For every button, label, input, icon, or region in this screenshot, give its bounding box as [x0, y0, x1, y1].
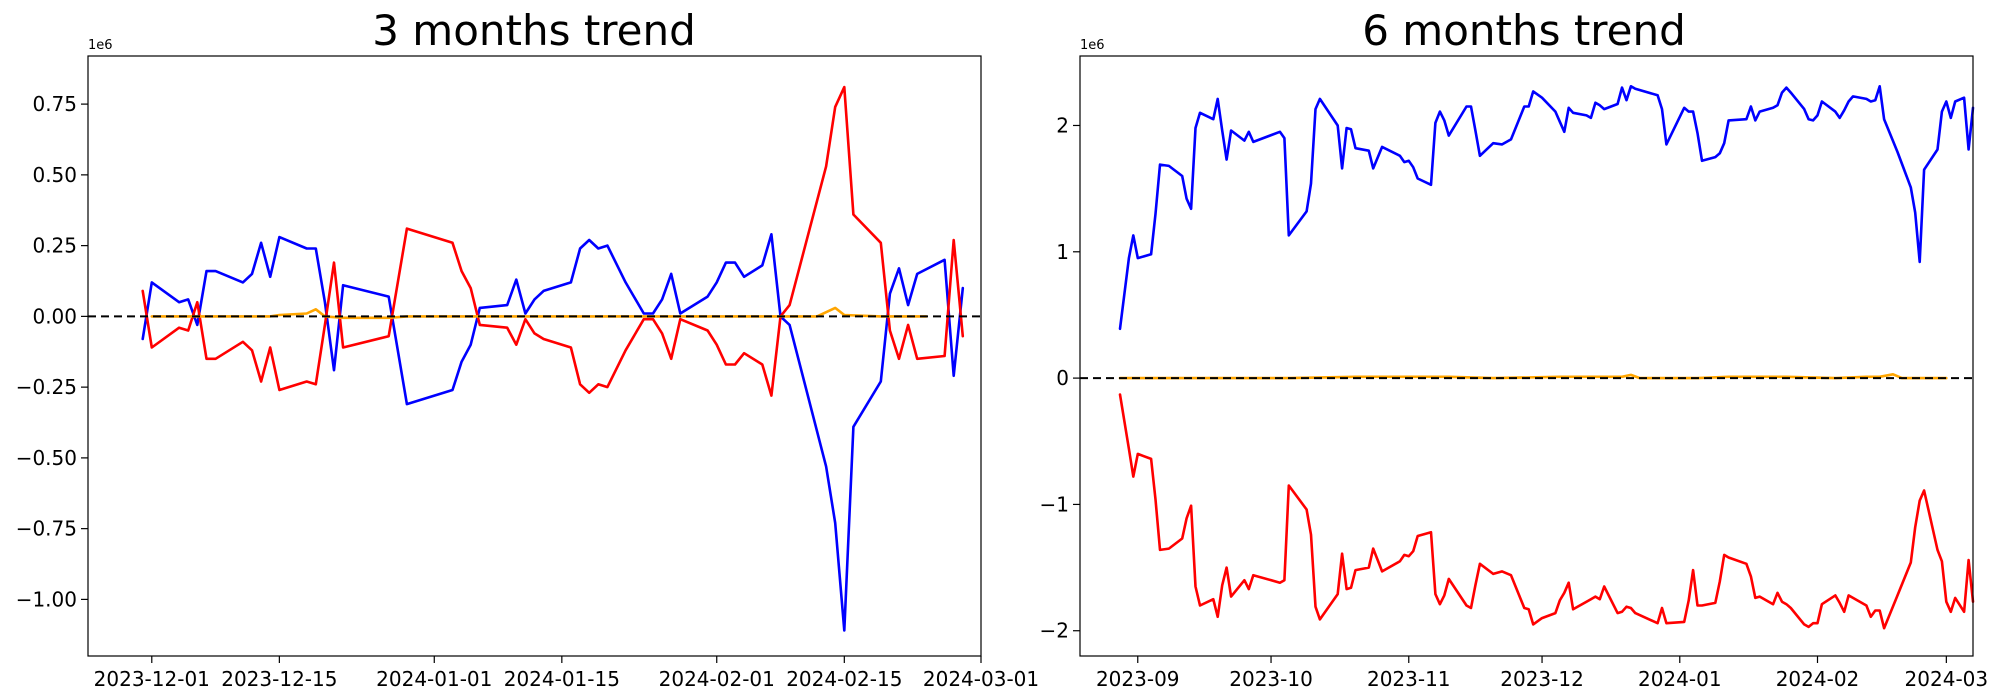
- x-tick-label: 2023-12: [1500, 667, 1584, 691]
- y-tick-label: 1: [1056, 240, 1069, 264]
- series-layer: [88, 85, 981, 632]
- series-line-1: [141, 85, 965, 397]
- x-tick-label: 2024-02-15: [786, 667, 902, 691]
- series-line-1: [1118, 393, 1975, 630]
- panel-3-months: 3 months trend 1e6 0.75 0.50 0.25 0.00 −0.25…: [16, 6, 1039, 691]
- x-tick-label: 2024-03: [1905, 667, 1989, 691]
- y-tick-label: −0.75: [16, 517, 77, 541]
- y-tick-label: −1.00: [16, 587, 77, 611]
- x-tick-label: 2024-02: [1776, 667, 1860, 691]
- plot-frame: [87, 55, 982, 657]
- y-tick-label: −1: [1040, 492, 1069, 516]
- x-axis: 2023-09 2023-10 2023-11 2023-12 2024-01 2024-…: [1096, 656, 1988, 691]
- series-line-0: [141, 233, 965, 632]
- chart-title: 3 months trend: [372, 6, 696, 55]
- plot-frame: [1079, 55, 1974, 657]
- x-tick-label: 2024-01: [1638, 667, 1722, 691]
- panel-6-months: 6 months trend 1e6 2 1 0 −1 −2 2023-09 2023-1…: [1040, 6, 1989, 691]
- y-axis: 2 1 0 −1 −2: [1040, 113, 1080, 643]
- x-tick-label: 2023-09: [1096, 667, 1180, 691]
- x-tick-label: 2023-11: [1367, 667, 1451, 691]
- y-tick-label: 0.00: [32, 304, 77, 328]
- series-line-2: [150, 306, 928, 320]
- chart-title: 6 months trend: [1362, 6, 1686, 55]
- y-tick-label: 0.50: [32, 163, 77, 187]
- y-tick-label: 0: [1056, 366, 1069, 390]
- y-tick-label: −0.50: [16, 446, 77, 470]
- y-axis-scale-label: 1e6: [88, 38, 113, 53]
- y-axis-scale-label: 1e6: [1080, 38, 1105, 53]
- y-axis: 0.75 0.50 0.25 0.00 −0.25 −0.50 −0.75 −1.00: [16, 92, 88, 611]
- series-layer: [1080, 85, 1975, 630]
- x-tick-label: 2024-01-15: [504, 667, 620, 691]
- y-tick-label: −2: [1040, 619, 1069, 643]
- y-tick-label: 0.75: [32, 92, 77, 116]
- y-tick-label: −0.25: [16, 375, 77, 399]
- y-tick-label: 0.25: [32, 234, 77, 258]
- y-tick-label: 2: [1056, 113, 1069, 137]
- x-tick-label: 2023-10: [1229, 667, 1313, 691]
- x-tick-label: 2023-12-01: [94, 667, 210, 691]
- x-tick-label: 2023-12-15: [221, 667, 337, 691]
- x-tick-label: 2024-03-01: [923, 667, 1039, 691]
- series-line-0: [1118, 85, 1975, 331]
- x-tick-label: 2024-01-01: [376, 667, 492, 691]
- x-axis: 2023-12-01 2023-12-15 2024-01-01 2024-01-15…: [94, 656, 1039, 691]
- x-tick-label: 2024-02-01: [659, 667, 775, 691]
